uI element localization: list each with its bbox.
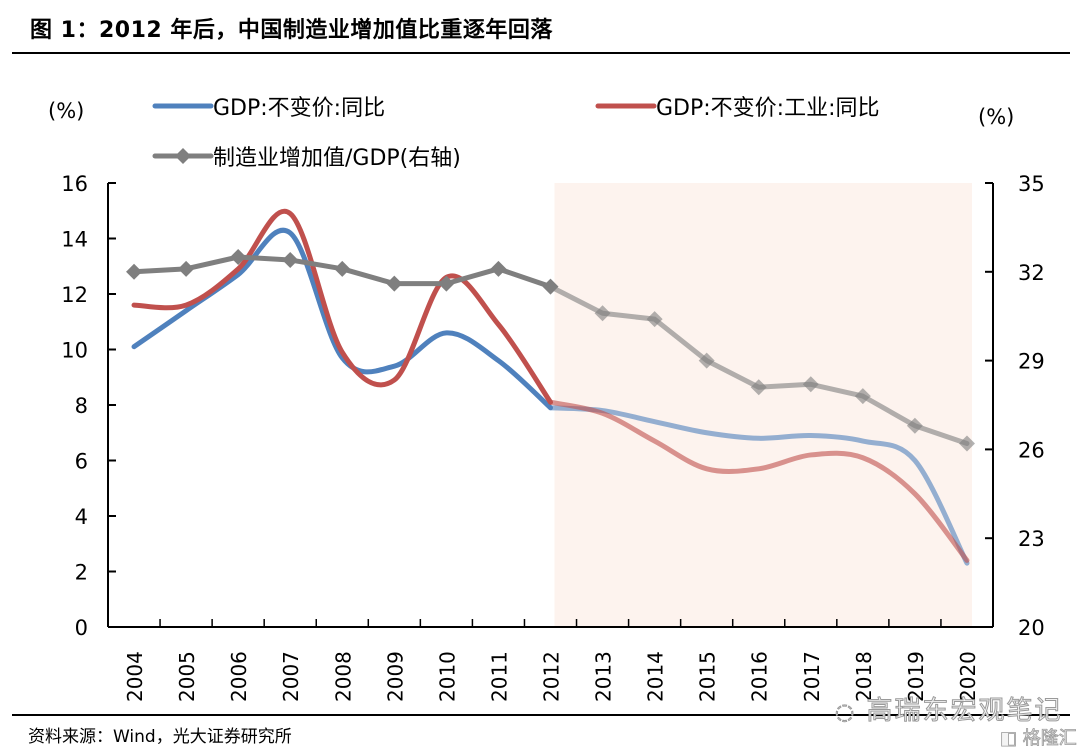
series-gdp-line-faded — [548, 405, 970, 566]
data-point-marker — [750, 379, 767, 396]
y2-axis-unit: (%) — [978, 105, 1014, 129]
data-point-marker — [542, 278, 559, 295]
x-tick-label: 2017 — [800, 651, 824, 702]
x-tick-label: 2020 — [956, 651, 980, 702]
legend-item: GDP:不变价:同比 — [152, 96, 385, 121]
data-point-marker — [698, 352, 715, 369]
y-tick-label: 10 — [61, 339, 88, 363]
y2-tick-label: 26 — [1018, 438, 1045, 462]
source-note: 资料来源：Wind，光大证券研究所 — [28, 727, 292, 747]
data-point-marker — [854, 388, 871, 405]
data-point-marker — [230, 249, 247, 265]
x-tick-label: 2008 — [331, 651, 355, 702]
figure-title: 图 1：2012 年后，中国制造业增加值比重逐年回落 — [30, 18, 553, 43]
x-tick-label: 2016 — [748, 651, 772, 702]
data-point-marker — [282, 251, 299, 268]
legend-label: 制造业增加值/GDP(右轴) — [213, 146, 461, 171]
x-tick-label: 2019 — [904, 651, 928, 702]
data-point-marker — [438, 275, 455, 292]
x-tick-label: 2013 — [592, 651, 616, 702]
y-tick-label: 6 — [75, 450, 88, 474]
watermark-gelonghui: ◧ 格隆汇 — [1000, 724, 1078, 750]
x-tick-label: 2011 — [487, 651, 511, 702]
y-tick-label: 4 — [75, 505, 88, 529]
legend-marker — [175, 148, 191, 164]
y-tick-label: 14 — [61, 228, 88, 252]
x-tick-label: 2007 — [279, 651, 303, 702]
legend-item: 制造业增加值/GDP(右轴) — [152, 146, 461, 171]
x-tick-label: 2012 — [540, 651, 564, 702]
data-point-marker — [906, 417, 923, 434]
data-point-marker — [802, 376, 819, 393]
y2-tick-label: 35 — [1018, 172, 1045, 196]
y-tick-label: 2 — [75, 561, 88, 585]
x-tick-label: 2014 — [644, 651, 668, 702]
x-tick-label: 2009 — [383, 651, 407, 702]
x-tick-label: 2005 — [175, 651, 199, 702]
y2-tick-label: 20 — [1018, 616, 1045, 640]
series-industry-gdp — [131, 208, 970, 563]
legend-label: GDP:不变价:同比 — [213, 96, 385, 121]
y2-tick-label: 32 — [1018, 261, 1045, 285]
watermark: ◌ 高瑞东宏观笔记 — [834, 690, 1063, 727]
x-tick-label: 2015 — [696, 651, 720, 702]
gelonghui-logo-icon: ◧ — [1000, 728, 1018, 750]
data-point-marker — [334, 260, 351, 277]
data-point-marker — [490, 260, 507, 277]
data-point-marker — [594, 305, 611, 322]
y2-tick-label: 23 — [1018, 527, 1045, 551]
highlight-region — [554, 183, 972, 627]
y-tick-label: 0 — [75, 616, 88, 640]
x-tick-label: 2004 — [123, 651, 147, 702]
watermark-text: 高瑞东宏观笔记 — [866, 696, 1063, 727]
x-tick-label: 2018 — [852, 651, 876, 702]
title-divider — [12, 52, 1070, 54]
legend-label: GDP:不变价:工业:同比 — [656, 96, 880, 121]
series-industry-gdp-line-faded — [548, 399, 970, 563]
x-tick-label: 2010 — [435, 651, 459, 702]
footer-divider — [12, 714, 1070, 716]
y-tick-label: 16 — [61, 172, 88, 196]
y-tick-label: 8 — [75, 394, 88, 418]
watermark2-text: 格隆汇 — [1022, 728, 1077, 750]
legend-item: GDP:不变价:工业:同比 — [595, 96, 880, 121]
data-point-marker — [646, 311, 663, 328]
data-point-marker — [178, 260, 195, 277]
series-industry-gdp-line — [131, 208, 553, 405]
wechat-icon: ◌ — [834, 700, 857, 726]
x-tick-label: 2006 — [227, 651, 251, 702]
y2-tick-label: 29 — [1018, 350, 1045, 374]
y-axis-unit: (%) — [48, 99, 84, 123]
data-point-marker — [126, 263, 143, 280]
y-tick-label: 12 — [61, 283, 88, 307]
data-point-marker — [958, 435, 975, 452]
series-gdp-line — [131, 227, 553, 411]
series-manufacturing-share — [126, 249, 975, 452]
data-point-marker — [386, 275, 403, 292]
